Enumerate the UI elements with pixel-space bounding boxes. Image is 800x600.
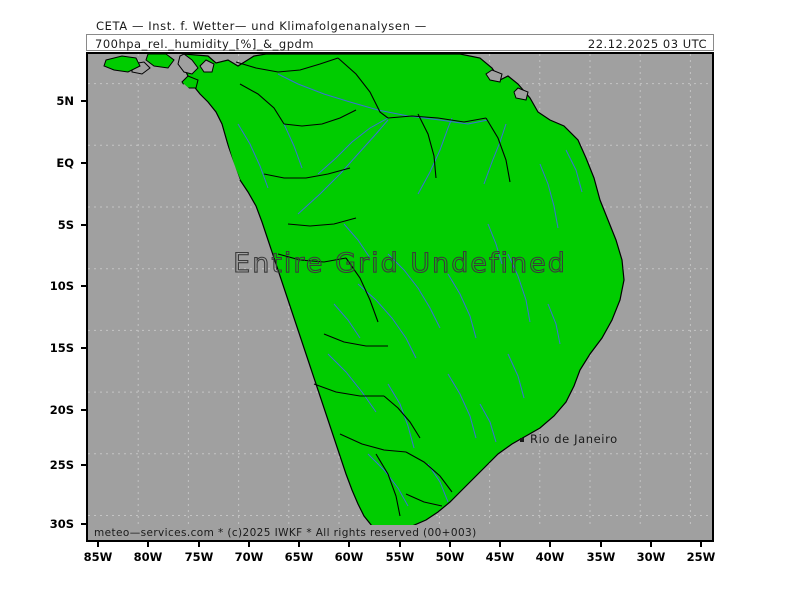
- city-label: Rio de Janeiro: [530, 432, 618, 446]
- map-frame[interactable]: Entire Grid Undefined Rio de Janeiro met…: [86, 52, 714, 542]
- lat-tick-EQ: [81, 162, 86, 164]
- lon-label-85W: 85W: [83, 550, 113, 564]
- lon-label-80W: 80W: [133, 550, 163, 564]
- lat-tick-5N: [81, 100, 86, 102]
- lat-tick-30S: [81, 523, 86, 525]
- parameter-bar: 700hpa_rel._humidity_[%]_&_gpdm 22.12.20…: [86, 34, 714, 51]
- lon-label-40W: 40W: [535, 550, 565, 564]
- lon-tick-40W: [549, 542, 551, 547]
- lat-label-5S: 5S: [57, 218, 74, 232]
- credit-text: meteo—services.com * (c)2025 IWKF * All …: [94, 527, 477, 539]
- credit-strip: [88, 525, 712, 540]
- lat-tick-20S: [81, 409, 86, 411]
- institution-title: CETA — Inst. f. Wetter— und Klimafolgena…: [96, 19, 427, 33]
- lat-label-10S: 10S: [49, 279, 74, 293]
- lon-tick-70W: [248, 542, 250, 547]
- lat-label-30S: 30S: [49, 517, 74, 531]
- country-borders: [235, 57, 511, 517]
- lon-tick-60W: [348, 542, 350, 547]
- lat-label-15S: 15S: [49, 341, 74, 355]
- lon-tick-45W: [499, 542, 501, 547]
- lon-tick-85W: [97, 542, 99, 547]
- lat-tick-5S: [81, 224, 86, 226]
- lon-tick-50W: [449, 542, 451, 547]
- rivers: [237, 73, 583, 507]
- lat-label-20S: 20S: [49, 403, 74, 417]
- parameter-label: 700hpa_rel._humidity_[%]_&_gpdm: [95, 37, 314, 51]
- lon-label-70W: 70W: [234, 550, 264, 564]
- lon-tick-80W: [147, 542, 149, 547]
- lon-label-50W: 50W: [435, 550, 465, 564]
- lon-tick-75W: [198, 542, 200, 547]
- lon-tick-55W: [399, 542, 401, 547]
- timestamp-label: 22.12.2025 03 UTC: [587, 37, 707, 51]
- lon-tick-35W: [600, 542, 602, 547]
- lon-label-55W: 55W: [385, 550, 415, 564]
- lon-label-60W: 60W: [334, 550, 364, 564]
- map-canvas: [88, 54, 712, 540]
- lon-label-65W: 65W: [284, 550, 314, 564]
- lon-label-75W: 75W: [184, 550, 214, 564]
- lat-label-25S: 25S: [49, 458, 74, 472]
- lat-tick-10S: [81, 285, 86, 287]
- lat-label-5N: 5N: [56, 94, 74, 108]
- lon-label-35W: 35W: [586, 550, 616, 564]
- lon-tick-65W: [298, 542, 300, 547]
- lon-tick-30W: [650, 542, 652, 547]
- lon-tick-25W: [700, 542, 702, 547]
- landmass-south-america: [103, 54, 625, 533]
- lat-label-EQ: EQ: [56, 156, 74, 170]
- city-dot-icon: [520, 438, 524, 442]
- lon-label-45W: 45W: [485, 550, 515, 564]
- lat-tick-25S: [81, 464, 86, 466]
- lat-tick-15S: [81, 347, 86, 349]
- lon-label-25W: 25W: [686, 550, 716, 564]
- lon-label-30W: 30W: [636, 550, 666, 564]
